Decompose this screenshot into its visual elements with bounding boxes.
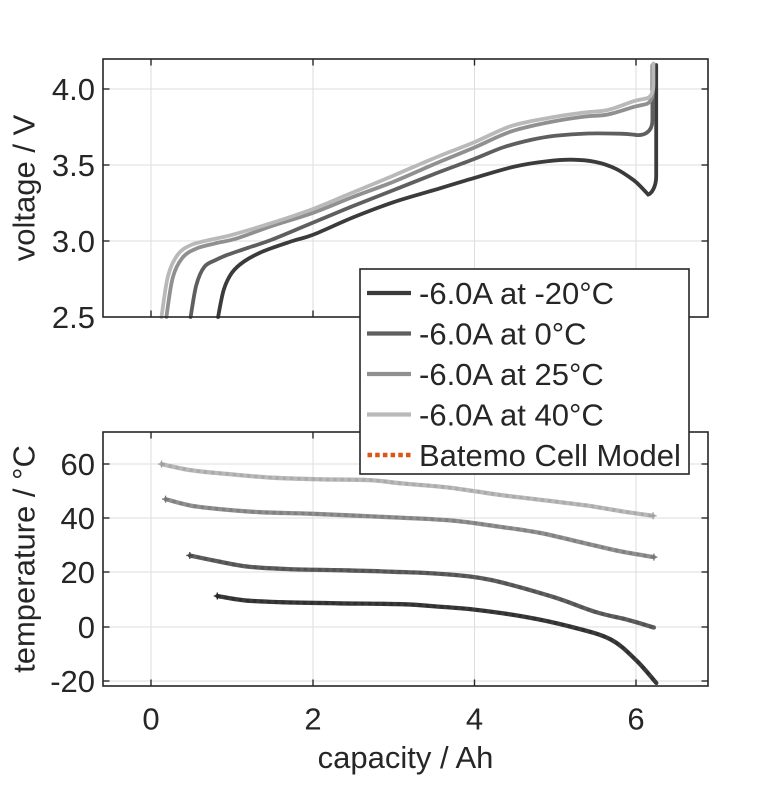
svg-text:temperature / °C: temperature / °C [7, 445, 42, 673]
svg-text:4.0: 4.0 [52, 72, 95, 107]
svg-text:60: 60 [61, 447, 95, 482]
svg-text:voltage / V: voltage / V [7, 114, 42, 261]
svg-text:40: 40 [61, 501, 95, 536]
svg-text:-6.0A at -20°C: -6.0A at -20°C [419, 276, 614, 311]
svg-text:-20: -20 [50, 664, 95, 699]
svg-text:-6.0A at 25°C: -6.0A at 25°C [419, 357, 604, 392]
svg-text:0: 0 [142, 702, 159, 737]
svg-text:20: 20 [61, 555, 95, 590]
svg-text:0: 0 [78, 610, 95, 645]
svg-text:capacity / Ah: capacity / Ah [318, 740, 494, 775]
svg-text:6: 6 [627, 702, 644, 737]
svg-text:Batemo Cell Model: Batemo Cell Model [419, 438, 681, 473]
svg-text:2: 2 [304, 702, 321, 737]
svg-text:2.5: 2.5 [52, 300, 95, 335]
svg-text:3.0: 3.0 [52, 224, 95, 259]
svg-text:-6.0A at 40°C: -6.0A at 40°C [419, 398, 604, 433]
svg-text:3.5: 3.5 [52, 148, 95, 183]
svg-text:-6.0A at 0°C: -6.0A at 0°C [419, 317, 587, 352]
svg-text:4: 4 [466, 702, 483, 737]
